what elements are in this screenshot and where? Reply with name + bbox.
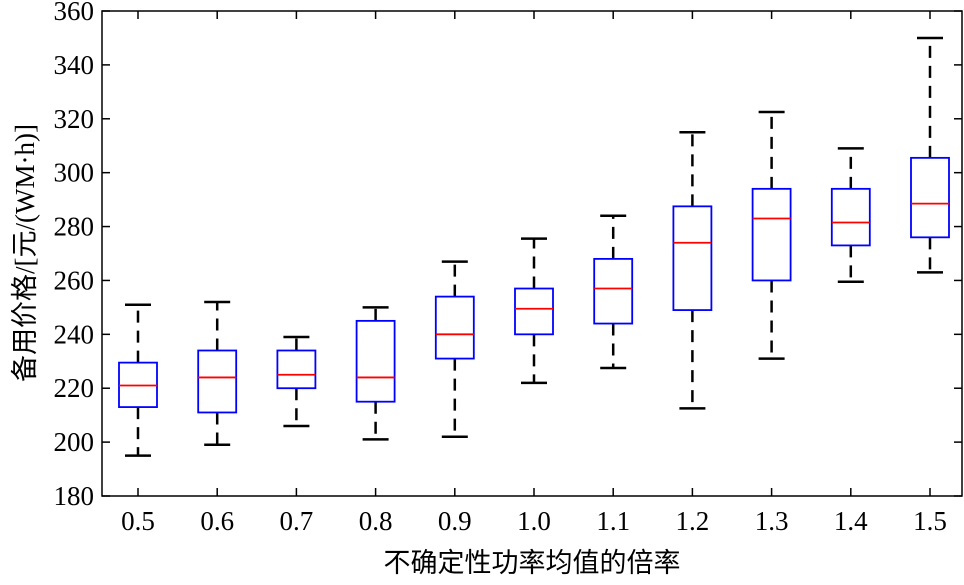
x-tick-label: 1.2 [676,506,710,536]
x-tick-label: 0.6 [200,506,234,536]
box-iqr [434,295,475,360]
box-iqr [197,349,238,414]
box-iqr [672,205,713,311]
y-tick-label: 240 [54,319,95,349]
box-iqr [910,156,950,239]
y-tick-label: 320 [54,104,95,134]
box-iqr [593,257,634,325]
box-0.5 [118,303,158,457]
x-tick-label: 0.9 [438,506,472,536]
x-tick-label: 1.5 [913,506,947,536]
box-0.7 [276,335,317,428]
box-0.9 [434,260,475,438]
box-1.1 [593,214,634,370]
box-1.5 [910,36,950,274]
y-tick-label: 220 [54,373,95,403]
x-tick-label: 0.8 [359,506,393,536]
y-tick-label: 300 [54,158,95,188]
x-tick-label: 1.0 [517,506,551,536]
x-tick-label: 1.3 [755,506,789,536]
box-1.2 [672,131,713,410]
box-iqr [751,187,792,282]
x-axis-label: 不确定性功率均值的倍率 [384,548,681,578]
box-iqr [276,349,317,390]
y-tick-label: 180 [54,481,95,511]
y-tick-label: 340 [54,50,95,80]
box-iqr [514,287,554,336]
x-tick-label: 0.5 [121,506,155,536]
box-iqr [830,187,871,247]
y-axis-label: 备用价格/[元/(WM·h)] [10,124,40,382]
x-tick-label: 0.7 [280,506,314,536]
box-0.6 [197,300,238,447]
x-tick-label: 1.1 [596,506,630,536]
x-tick-label: 1.4 [834,506,868,536]
box-1.4 [830,147,871,284]
y-tick-label: 280 [54,212,95,242]
box-1.3 [751,110,792,360]
box-0.8 [355,306,396,441]
plot-frame [101,10,963,497]
box-1.0 [514,237,554,385]
y-tick-label: 200 [54,427,95,457]
box-iqr [355,319,396,403]
y-tick-label: 360 [54,0,95,26]
y-tick-label: 260 [54,265,95,295]
